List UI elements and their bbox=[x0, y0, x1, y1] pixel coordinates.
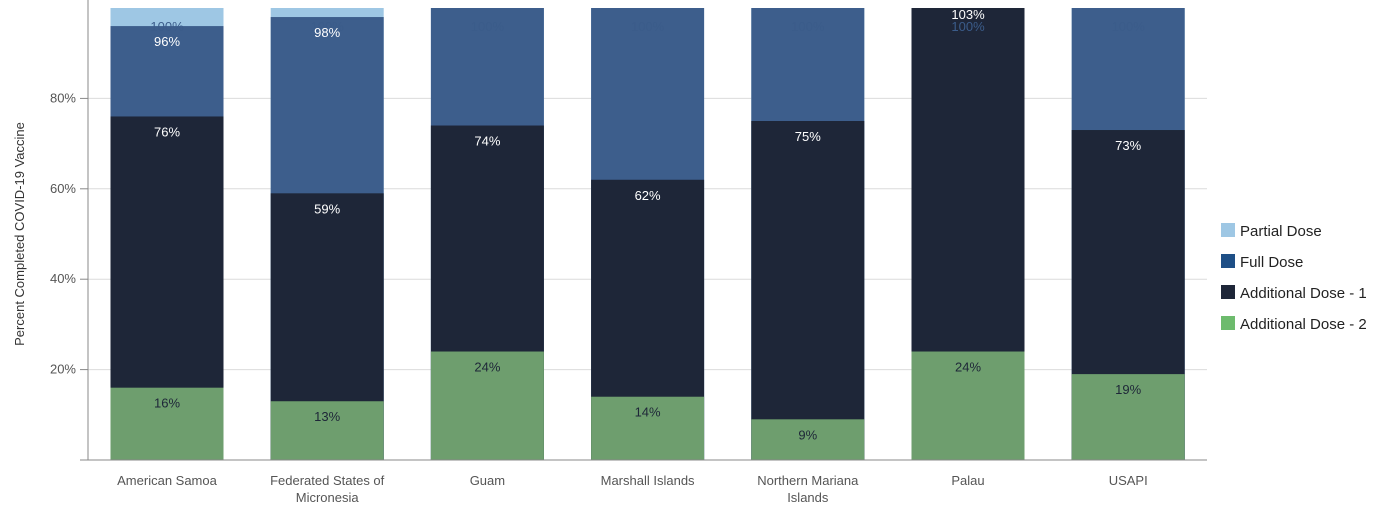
bar-segment bbox=[110, 387, 224, 460]
data-label: 76% bbox=[154, 124, 180, 139]
bar-segment bbox=[751, 121, 865, 460]
x-tick-label: Micronesia bbox=[296, 490, 360, 505]
data-label: 9% bbox=[798, 427, 817, 442]
data-label: 100% bbox=[791, 19, 825, 34]
data-label: 13% bbox=[314, 409, 340, 424]
y-tick-label: 80% bbox=[50, 90, 76, 105]
data-label: 100% bbox=[1112, 19, 1146, 34]
data-label: 24% bbox=[474, 360, 500, 375]
y-axis: 20% 40% 60% 80% Percent Completed COVID-19 V… bbox=[12, 0, 89, 460]
legend: Partial Dose Full Dose Additional Dose - 1… bbox=[1221, 223, 1367, 333]
x-tick-label: Marshall Islands bbox=[601, 473, 695, 488]
y-tick-label: 40% bbox=[50, 271, 76, 286]
x-tick-label: Islands bbox=[787, 490, 829, 505]
data-label: 98% bbox=[314, 25, 340, 40]
data-label: 100% bbox=[471, 19, 505, 34]
x-tick-label: Guam bbox=[470, 473, 505, 488]
data-label: 73% bbox=[1115, 138, 1141, 153]
x-tick-label: American Samoa bbox=[117, 473, 217, 488]
bar-segment bbox=[430, 351, 544, 460]
data-label: 62% bbox=[635, 188, 661, 203]
legend-swatch bbox=[1221, 285, 1235, 299]
bar-segment bbox=[911, 351, 1025, 460]
bars: 100%96%76%16%100%98%59%13%100%74%24%100%… bbox=[110, 7, 1185, 461]
legend-label: Additional Dose - 1 bbox=[1240, 285, 1367, 302]
data-label: 100% bbox=[311, 19, 345, 34]
x-tick-label: Northern Mariana bbox=[757, 473, 859, 488]
data-label: 74% bbox=[474, 134, 500, 149]
bar-segment bbox=[591, 396, 705, 460]
data-label: 19% bbox=[1115, 382, 1141, 397]
x-tick-label: USAPI bbox=[1109, 473, 1148, 488]
y-axis-title: Percent Completed COVID-19 Vaccine bbox=[12, 122, 27, 346]
legend-label: Additional Dose - 2 bbox=[1240, 316, 1367, 333]
x-tick-label: Federated States of bbox=[270, 473, 385, 488]
data-label: 100% bbox=[631, 19, 665, 34]
data-label: 59% bbox=[314, 201, 340, 216]
data-label: 16% bbox=[154, 396, 180, 411]
legend-label: Partial Dose bbox=[1240, 223, 1322, 240]
y-tick-label: 20% bbox=[50, 362, 76, 377]
legend-swatch bbox=[1221, 254, 1235, 268]
data-label: 96% bbox=[154, 34, 180, 49]
bar-segment bbox=[270, 401, 384, 460]
y-tick-label: 60% bbox=[50, 181, 76, 196]
data-label: 14% bbox=[635, 405, 661, 420]
x-tick-label: Palau bbox=[951, 473, 984, 488]
bar-segment bbox=[1071, 374, 1185, 460]
data-label: 100% bbox=[951, 19, 985, 34]
bar-segment bbox=[751, 419, 865, 460]
x-axis: American Samoa Federated States of Microne… bbox=[80, 459, 1207, 505]
data-label: 100% bbox=[150, 19, 184, 34]
legend-swatch bbox=[1221, 316, 1235, 330]
legend-label: Full Dose bbox=[1240, 254, 1303, 271]
data-label: 103% bbox=[951, 7, 985, 22]
data-label: 24% bbox=[955, 360, 981, 375]
data-label: 75% bbox=[795, 129, 821, 144]
legend-swatch bbox=[1221, 223, 1235, 237]
